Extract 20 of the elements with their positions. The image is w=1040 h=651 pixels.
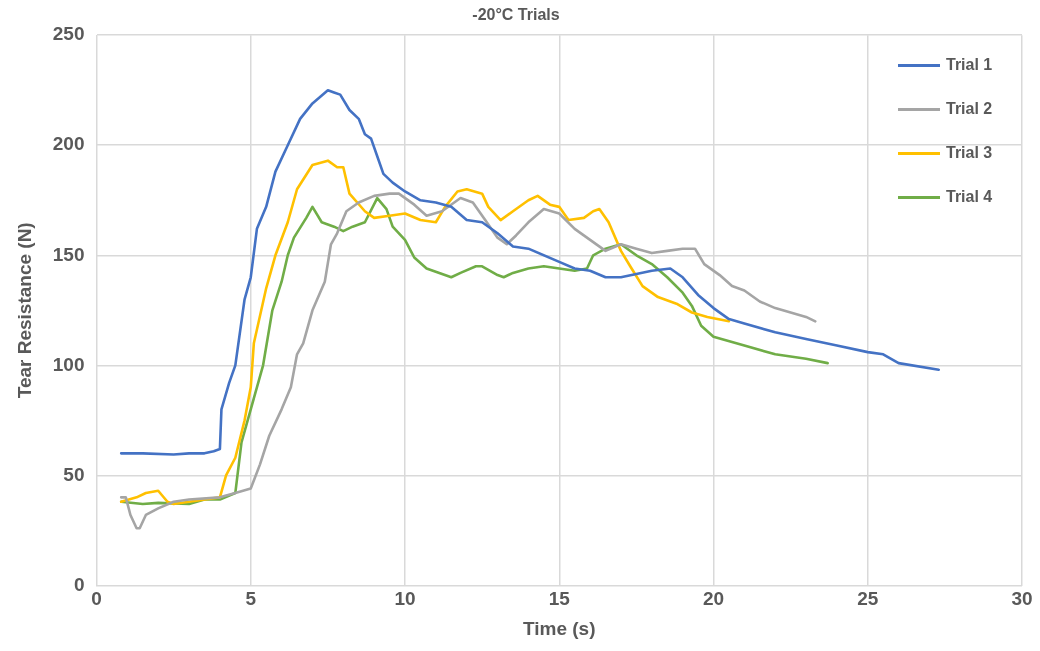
legend-label: Trial 1: [946, 56, 993, 75]
legend-label: Trial 2: [946, 100, 993, 119]
y-tick-label: 50: [63, 463, 85, 485]
x-tick-label: 5: [245, 588, 257, 610]
x-tick-label: 10: [394, 588, 416, 610]
y-tick-label: 200: [52, 133, 85, 155]
x-tick-label: 30: [1011, 588, 1033, 610]
y-axis-title: Tear Resistance (N): [13, 222, 35, 399]
y-tick-label: 100: [52, 353, 85, 375]
x-tick-label: 25: [857, 588, 879, 610]
legend-label: Trial 4: [946, 188, 993, 207]
y-tick-label: 150: [52, 243, 85, 265]
y-tick-label: 250: [52, 23, 85, 45]
x-axis-title: Time (s): [522, 617, 596, 639]
x-tick-label: 15: [548, 588, 571, 610]
x-tick-label: 0: [91, 588, 102, 610]
y-tick-label: 0: [73, 573, 85, 595]
chart-title: -20°C Trials: [472, 6, 560, 24]
x-tick-label: 20: [702, 588, 725, 610]
legend-label: Trial 3: [946, 144, 993, 163]
